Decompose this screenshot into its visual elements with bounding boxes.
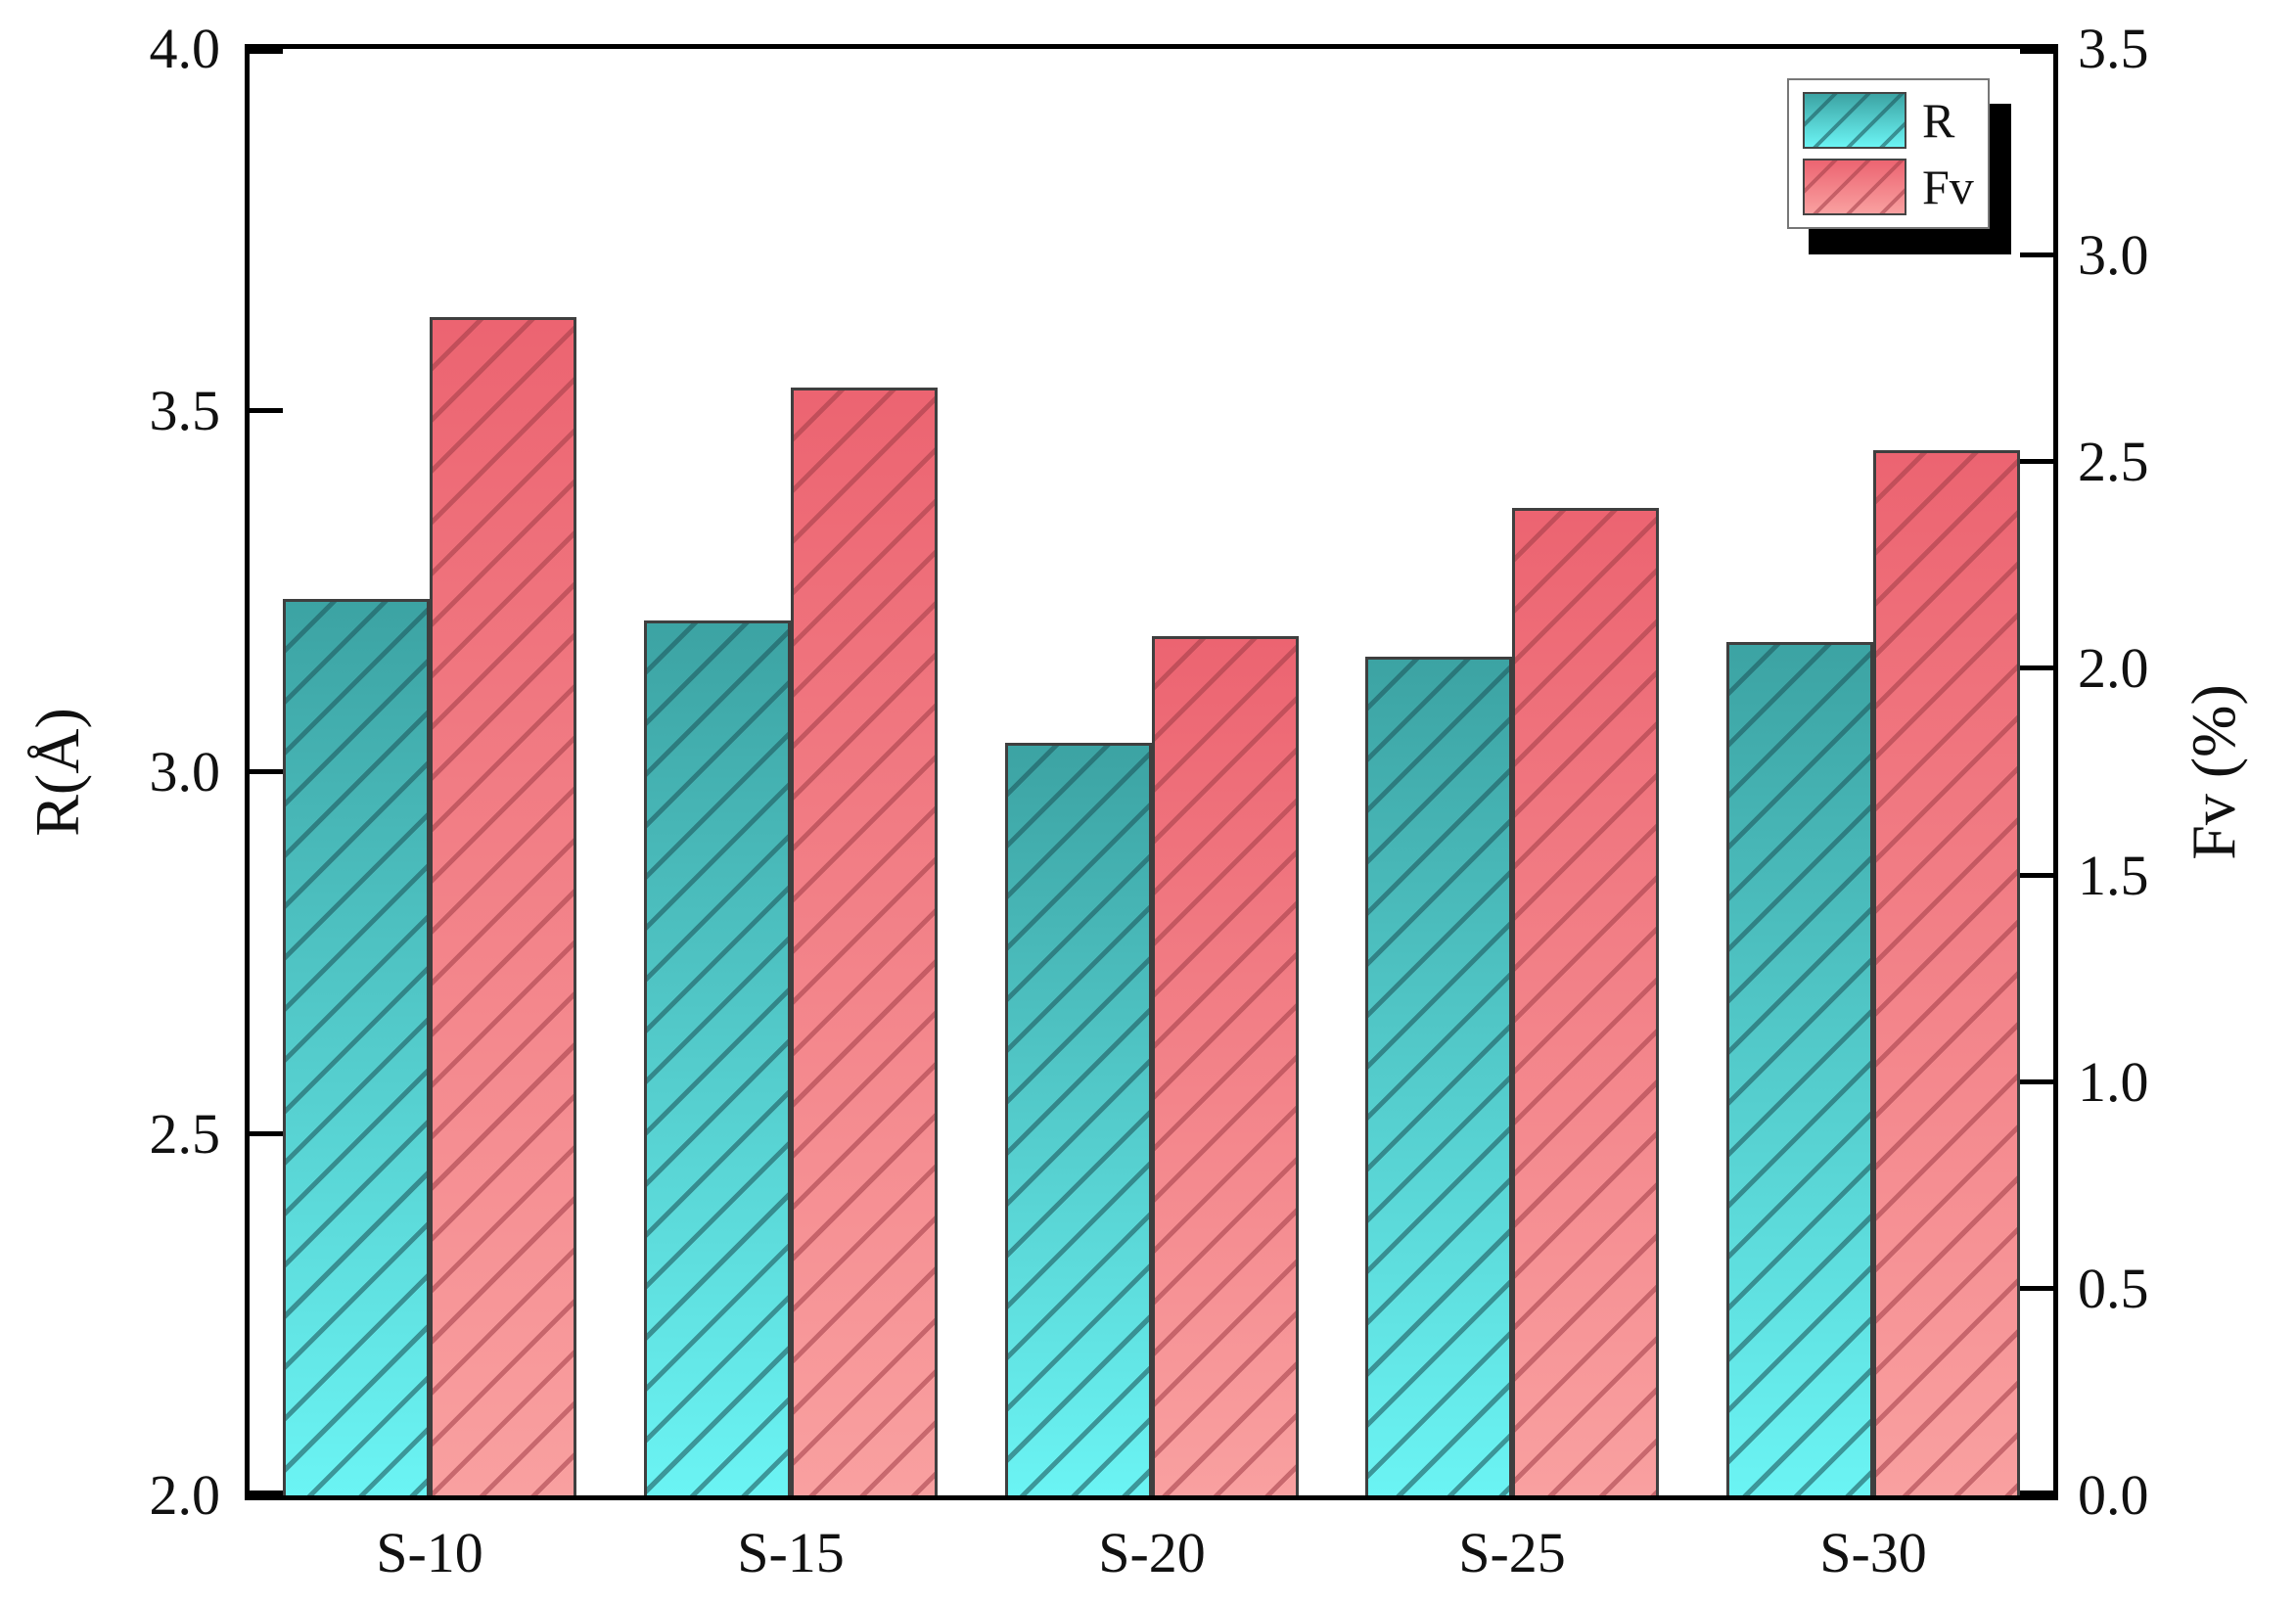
x-category-label: S-20 [1098,1521,1206,1584]
right-tick-mark [2020,459,2053,464]
right-tick-label: 0.0 [2078,1463,2149,1527]
right-tick-mark [2020,252,2053,257]
x-category-label: S-30 [1819,1521,1927,1584]
left-tick-label: 2.5 [149,1102,221,1166]
legend-item-r: R [1803,92,1974,149]
legend-swatch-r [1803,92,1906,149]
legend-swatch-fv [1803,159,1906,215]
right-tick-label: 2.0 [2078,636,2149,700]
bar-fv-s-20 [1152,636,1299,1495]
left-tick-label: 2.0 [149,1463,221,1527]
right-tick-label: 0.5 [2078,1257,2149,1320]
right-tick-label: 3.5 [2078,17,2149,80]
x-category-label: S-25 [1458,1521,1566,1584]
right-tick-label: 3.0 [2078,223,2149,287]
left-tick-mark [250,769,283,774]
left-tick-mark [250,1490,283,1495]
right-tick-mark [2020,1286,2053,1291]
bar-r-s-25 [1365,657,1512,1495]
left-tick-label: 4.0 [149,17,221,80]
bar-r-s-30 [1726,642,1873,1495]
legend-label: R [1922,93,1955,148]
plot-area [245,44,2058,1500]
right-tick-mark [2020,1490,2053,1495]
left-tick-label: 3.0 [149,740,221,803]
left-tick-label: 3.5 [149,379,221,442]
x-category-label: S-15 [737,1521,845,1584]
bar-fv-s-15 [791,388,938,1495]
right-tick-label: 1.0 [2078,1050,2149,1114]
legend: R Fv [1787,78,1990,229]
bar-r-s-15 [644,620,791,1495]
left-tick-mark [250,1131,283,1136]
right-axis-title: Fv (%) [2179,684,2248,860]
bar-fv-s-10 [430,317,576,1495]
bar-fv-s-25 [1512,508,1659,1495]
right-tick-mark [2020,1079,2053,1084]
bar-fv-s-30 [1873,450,2020,1495]
right-tick-mark [2020,665,2053,670]
legend-label: Fv [1922,160,1974,214]
right-tick-label: 2.5 [2078,430,2149,493]
right-tick-mark [2020,49,2053,54]
right-tick-mark [2020,873,2053,878]
left-tick-mark [250,49,283,54]
legend-item-fv: Fv [1803,159,1974,215]
left-tick-mark [250,408,283,413]
bar-r-s-10 [283,599,430,1495]
x-category-label: S-10 [376,1521,483,1584]
bar-r-s-20 [1005,743,1152,1495]
right-tick-label: 1.5 [2078,844,2149,907]
